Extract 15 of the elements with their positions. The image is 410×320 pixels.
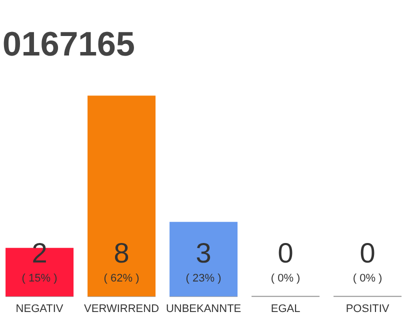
data-label: ( 15% ) xyxy=(22,272,58,284)
data-label: ( 62% ) xyxy=(104,272,140,284)
chart-title: 0167165 xyxy=(2,26,135,64)
x-tick-label: NEGATIV xyxy=(16,302,64,315)
data-label: ( 0% ) xyxy=(270,272,300,284)
annotation: 3 xyxy=(196,237,212,268)
x-tick-label: POSITIV xyxy=(346,302,390,315)
data-label: ( 23% ) xyxy=(186,272,222,284)
annotation: 0 xyxy=(278,237,294,268)
annotation: 8 xyxy=(114,237,130,268)
x-tick-label: UNBEKANNTE xyxy=(166,302,242,315)
x-tick-label: VERWIRREND xyxy=(84,302,160,315)
annotation: 0 xyxy=(360,237,376,268)
data-label: ( 0% ) xyxy=(352,272,382,284)
x-tick-label: EGAL xyxy=(270,302,300,315)
